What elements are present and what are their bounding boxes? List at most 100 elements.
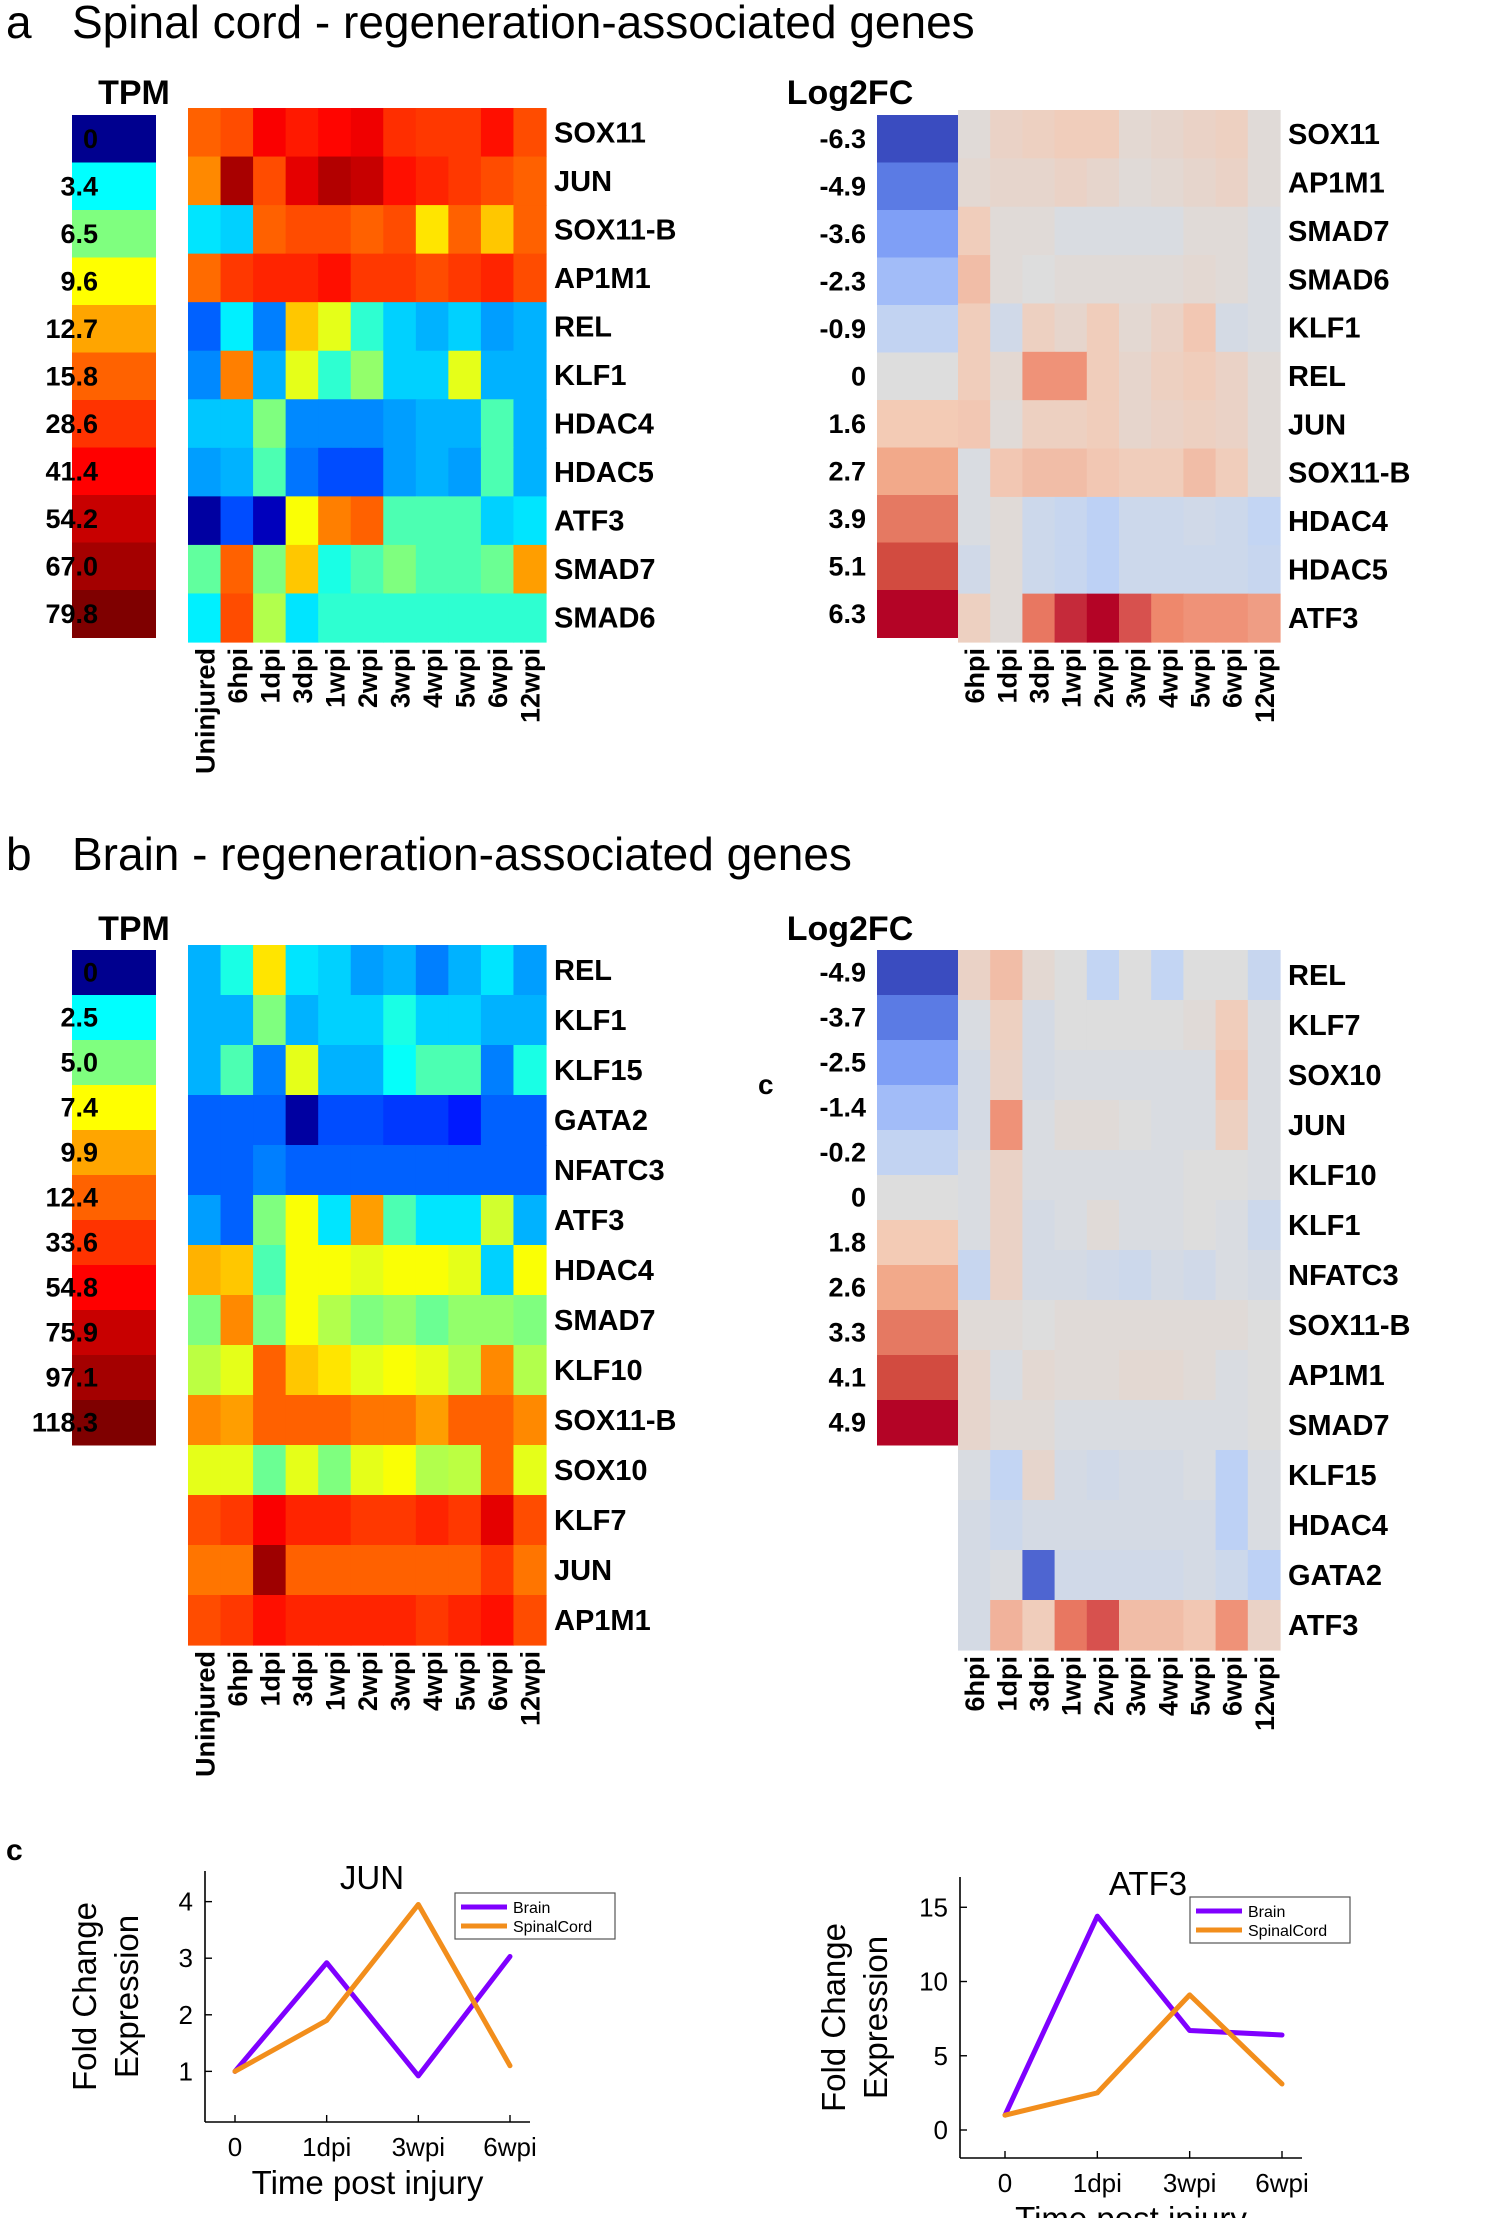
heatmap-cell [1151, 1300, 1184, 1351]
heatmap-cell [1151, 110, 1184, 159]
heatmap-cell [1086, 1550, 1120, 1601]
heatmap-cell [188, 1095, 222, 1146]
heatmap-cell [415, 544, 449, 595]
stray-c-label: c [758, 1069, 774, 1100]
row-label: HDAC4 [1288, 1510, 1388, 1542]
heatmap-cell [1054, 545, 1088, 595]
heatmap-cell [1022, 1600, 1056, 1651]
heatmap-cell [318, 302, 352, 352]
heatmap-cell [383, 108, 417, 158]
heatmap-cell [513, 1195, 547, 1246]
heatmap-cell [513, 1045, 547, 1096]
row-label: SMAD7 [554, 554, 656, 586]
heatmap-cell [1054, 1050, 1088, 1101]
panel-b-letter: b [6, 828, 32, 880]
legend-tick-label: 3.4 [60, 171, 98, 201]
legend-swatch [877, 115, 959, 163]
heatmap-cell [253, 593, 287, 643]
heatmap-cell [1151, 158, 1184, 208]
heatmap-cell [1183, 158, 1217, 208]
legend-tick-label: 6.5 [60, 219, 98, 249]
legend-tick-label: -6.3 [819, 124, 866, 154]
heatmap-cell [513, 1145, 547, 1196]
heatmap-cell [1151, 1350, 1184, 1401]
heatmap-cell [958, 1400, 991, 1451]
heatmap-cell [990, 110, 1023, 159]
heatmap-cell [415, 399, 449, 449]
heatmap-cell [350, 1445, 384, 1496]
heatmap-cell [1215, 400, 1249, 450]
heatmap-cell [448, 108, 482, 158]
heatmap-cell [990, 1250, 1023, 1301]
legend-title: TPM [98, 910, 170, 948]
heatmap-cell [1086, 1150, 1120, 1201]
heatmap-cell [350, 1545, 384, 1596]
heatmap-cell [448, 447, 482, 497]
heatmap-cell [480, 302, 515, 352]
column-label: 1dpi [255, 648, 285, 704]
x-tick-label: 6wpi [483, 2132, 536, 2162]
row-label: SOX11 [554, 117, 646, 149]
legend-tick-label: 1.8 [828, 1228, 866, 1258]
heatmap-cell [1119, 206, 1152, 256]
heatmap-cell [1183, 1050, 1217, 1101]
legend-label: Brain [1248, 1904, 1285, 1921]
heatmap-cell [188, 1045, 222, 1096]
heatmap-cell [1215, 1000, 1249, 1051]
heatmap-cell [253, 302, 287, 352]
heatmap-cell [1183, 950, 1217, 1001]
heatmap-cell [253, 1095, 287, 1146]
heatmap-cell [253, 253, 287, 303]
heatmap-cell [958, 1250, 991, 1301]
heatmap-cell [958, 255, 991, 305]
heatmap-cell [448, 544, 482, 595]
heatmap-cell [1022, 206, 1056, 256]
heatmap-cell [285, 945, 319, 996]
heatmap-cell [513, 447, 547, 497]
heatmap-cell [1215, 1600, 1249, 1651]
heatmap-cell [1183, 448, 1217, 498]
heatmap-cell [1247, 1350, 1281, 1401]
heatmap-cell [513, 1545, 547, 1596]
heatmap-cell [448, 496, 482, 546]
heatmap-cell [1086, 1200, 1120, 1251]
heatmap-cell [1054, 1100, 1088, 1151]
row-label: ATF3 [1288, 603, 1358, 635]
heatmap-cell [318, 593, 352, 643]
heatmap-cell [220, 593, 254, 643]
row-label: SMAD6 [554, 603, 656, 635]
heatmap-cell [220, 253, 254, 303]
legend-tick-label: 4.1 [828, 1363, 866, 1393]
y-tick-label: 0 [934, 2115, 948, 2145]
heatmap-cell [990, 1450, 1023, 1501]
heatmap-cell [285, 1345, 319, 1396]
row-label: JUN [1288, 409, 1346, 441]
heatmap-cell [1054, 448, 1088, 498]
legend-tick-label: 9.9 [60, 1138, 98, 1168]
heatmap-cell [415, 1095, 449, 1146]
heatmap-cell [1119, 110, 1152, 159]
heatmap-cell [415, 205, 449, 255]
heatmap-cell [318, 1545, 352, 1596]
heatmap-cell [1119, 303, 1152, 353]
heatmap-cell [1119, 1250, 1152, 1301]
legend-swatch [877, 950, 959, 996]
heatmap-cell [1054, 1250, 1088, 1301]
heatmap-cell [1247, 448, 1281, 498]
legend-swatch [72, 1310, 156, 1356]
heatmap-cell [253, 399, 287, 449]
heatmap-cell [318, 205, 352, 255]
heatmap-cell [383, 350, 417, 400]
legend-tick-label: 41.4 [45, 456, 98, 486]
row-label: HDAC4 [1288, 506, 1388, 538]
heatmap-cell [285, 1445, 319, 1496]
column-label: 2wpi [353, 648, 383, 708]
heatmap-cell [415, 496, 449, 546]
heatmap-cell [318, 253, 352, 303]
heatmap-cell [415, 593, 449, 643]
heatmap-cell [188, 108, 222, 158]
heatmap-cell [480, 1145, 515, 1196]
heatmap-cell [220, 1495, 254, 1546]
heatmap-cell [448, 1195, 482, 1246]
heatmap-cell [480, 496, 515, 546]
